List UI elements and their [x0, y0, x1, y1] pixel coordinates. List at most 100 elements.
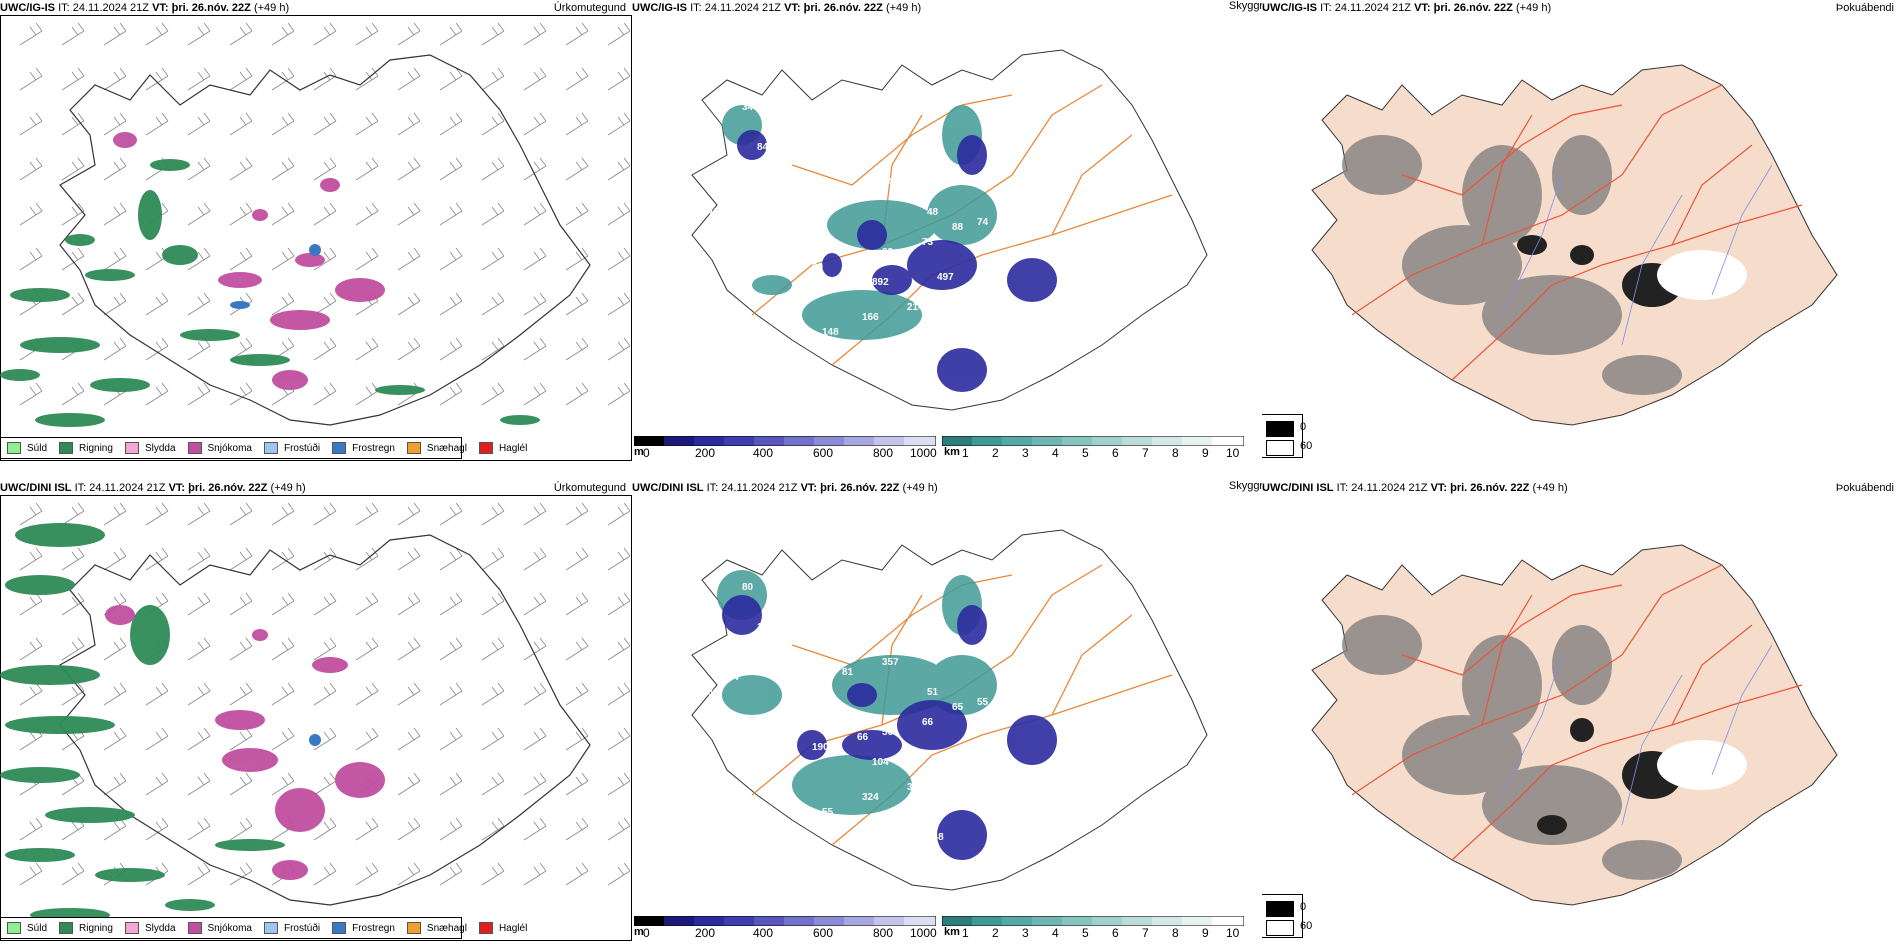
- legend-label: Snæhagl: [426, 922, 467, 934]
- it-label: IT:: [1320, 2, 1332, 14]
- it-label: IT:: [74, 482, 87, 494]
- visibility-gradient: [942, 916, 1244, 926]
- valid-time: þri. 26.nóv. 22Z: [1433, 2, 1513, 14]
- visibility-colorbar: km 1 2 3 4 5 6 7 8 9 10: [940, 436, 1260, 462]
- visibility-unit: km: [944, 446, 960, 458]
- cloudbase-value-label: 379: [937, 752, 954, 763]
- fog-legend-label: 60: [1300, 440, 1313, 452]
- wind-barbs: [19, 502, 631, 886]
- cloudbase-value-label: 140: [702, 207, 719, 218]
- init-time: 24.11.2024 21Z: [89, 482, 166, 494]
- legend-label: Snjókoma: [207, 922, 252, 934]
- cloudbase-value-label: 497: [937, 272, 954, 283]
- vt-label: VT:: [1430, 482, 1448, 494]
- tick-label: 4: [1052, 926, 1059, 940]
- cloudbase-value-label: 402: [947, 297, 964, 308]
- cloudbase-value-label: 190: [812, 742, 829, 753]
- legend-label: Rigning: [79, 922, 113, 934]
- legend-label: Frostregn: [352, 922, 395, 934]
- visibility-colorbar: km 1 2 3 4 5 6 7 8 9 10: [940, 916, 1260, 942]
- cloudbase-value-label: 66: [922, 717, 934, 728]
- bottom-fog-panel: UWC/DINI ISL IT: 24.11.2024 21Z VT: þri.…: [1262, 480, 1900, 950]
- legend-item: Snæhagl: [406, 442, 467, 454]
- panel-title: Skyggni: [1228, 0, 1262, 12]
- panel-title: Skyggni: [1228, 480, 1262, 492]
- lead-time: (+49 h): [253, 2, 290, 14]
- cloudbase-value-label: 63: [882, 247, 894, 258]
- freezing-rain-areas: [309, 734, 321, 746]
- vt-label: VT:: [800, 482, 818, 494]
- tick-label: 9: [1202, 446, 1209, 460]
- cloudbase-value-label: 55: [822, 807, 834, 818]
- panel-header: UWC/IG-IS IT: 24.11.2024 21Z VT: þri. 26…: [0, 2, 632, 16]
- legend-label: Frostúði: [283, 922, 321, 934]
- legend-label: Haglél: [498, 922, 528, 934]
- cloudbase-value-label: 72: [887, 377, 899, 388]
- init-time: 24.11.2024 21Z: [1334, 2, 1411, 14]
- fog-legend-label: 60: [1300, 920, 1313, 932]
- legend-label: Haglél: [498, 442, 528, 454]
- visibility-unit: km: [944, 926, 960, 938]
- fog-swatch-dark: [1266, 901, 1294, 917]
- low-cloud-areas: [737, 130, 1057, 392]
- tick-label: 400: [753, 926, 774, 940]
- tick-label: 5: [1082, 926, 1089, 940]
- init-time: 24.11.2024 21Z: [1351, 482, 1428, 494]
- tick-label: 800: [873, 926, 894, 940]
- river-lines: [1501, 164, 1773, 346]
- fog-swatch-dark: [1266, 421, 1294, 437]
- cloudbase-value-label: 288: [897, 347, 914, 358]
- cloudbase-value-label: 84: [757, 142, 769, 153]
- valid-time: þri. 26.nóv. 22Z: [803, 2, 883, 14]
- fog-map: [1311, 64, 1838, 426]
- fog-legend-label: 0: [1300, 421, 1307, 433]
- valid-time: þri. 26.nóv. 22Z: [1450, 482, 1530, 494]
- cloudbase-value-label: 102: [722, 192, 739, 203]
- lead-time: (+49 h): [1532, 482, 1568, 494]
- cloudbase-value-label: 88: [952, 222, 964, 233]
- cloudbase-value-label: 103: [772, 647, 789, 658]
- cloudbase-value-label: 66: [857, 732, 869, 743]
- cloudbase-value-label: 88: [917, 397, 929, 408]
- cloudbase-unit: m: [634, 446, 644, 458]
- tick-label: 1000: [910, 926, 937, 940]
- tick-label: 0: [643, 446, 650, 460]
- tick-label: 9: [1202, 926, 1209, 940]
- model-name: UWC/DINI ISL: [0, 482, 72, 494]
- panel-title: Úrkomutegund: [553, 2, 626, 14]
- map-frame: [0, 15, 632, 461]
- tick-label: 8: [1172, 446, 1179, 460]
- model-name: UWC/IG-IS: [0, 2, 55, 14]
- it-label: IT:: [1336, 482, 1349, 494]
- cloudbase-value-label: 65: [952, 702, 964, 713]
- tick-label: 3: [1022, 926, 1029, 940]
- legend-label: Snjókoma: [207, 442, 252, 454]
- bottom-precip-panel: UWC/DINI ISL IT: 24.11.2024 21Z VT: þri.…: [0, 480, 632, 950]
- cloudbase-value-label: 166: [862, 312, 879, 323]
- cloudbase-value-label: 78: [797, 197, 809, 208]
- cloudbase-value-label: 260: [947, 777, 964, 788]
- legend-item: Frostregn: [332, 442, 395, 454]
- iceland-outline: [59, 534, 591, 906]
- legend-item: Slydda: [124, 442, 176, 454]
- fog-swatch-light: [1266, 920, 1294, 936]
- panel-header: UWC/IG-IS IT: 24.11.2024 21Z VT: þri. 26…: [632, 0, 1262, 16]
- legend-item: Frostúði: [263, 922, 321, 934]
- valid-time: þri. 26.nóv. 22Z: [171, 2, 251, 14]
- cloudbase-value-label: 34: [742, 102, 754, 113]
- tick-label: 6: [1112, 926, 1119, 940]
- cloudbase-value-label: 55: [977, 697, 989, 708]
- tick-label: 1000: [910, 446, 937, 460]
- cloudbase-value-label: 60: [812, 262, 824, 273]
- cloudbase-value-label: 48: [927, 207, 939, 218]
- fog-map: [1311, 544, 1838, 906]
- panel-title: Úrkomutegund: [553, 482, 626, 494]
- panel-header: UWC/DINI ISL IT: 24.11.2024 21Z VT: þri.…: [0, 482, 632, 496]
- tick-label: 7: [1142, 926, 1149, 940]
- river-lines: [1501, 644, 1773, 826]
- rain-areas: [0, 159, 540, 427]
- model-name: UWC/DINI ISL: [1262, 482, 1334, 494]
- cloudbase-value-label: 324: [862, 792, 879, 803]
- cloudbase-value-label: 270: [842, 187, 859, 198]
